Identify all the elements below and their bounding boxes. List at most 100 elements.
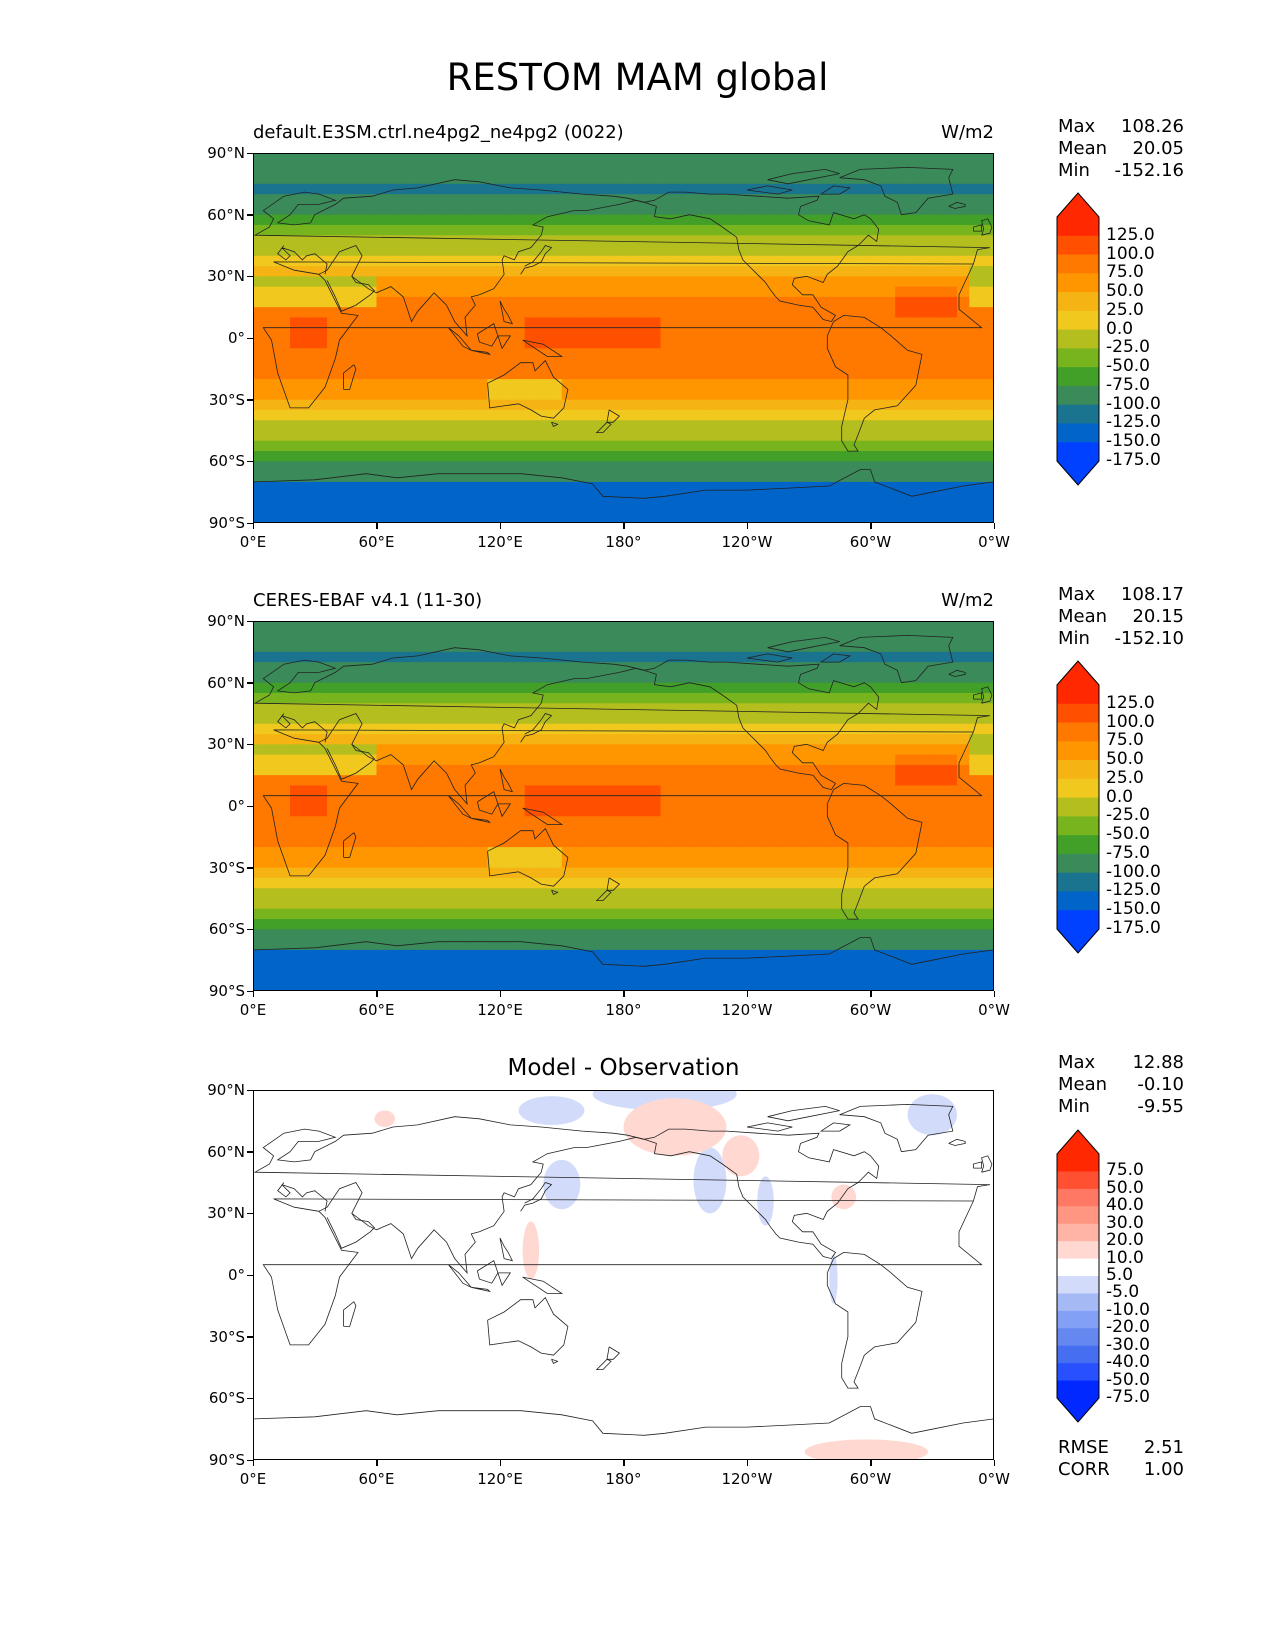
stat-label: Mean [1058, 1074, 1108, 1095]
lat-tick-label: 30°N [207, 1204, 245, 1223]
colorbar-tick-label: 125.0 [1106, 224, 1155, 245]
lat-tick-label: 90°N [207, 1081, 245, 1099]
panel-2-map [253, 621, 994, 991]
stat-label: Min [1058, 1096, 1090, 1117]
lat-tick-mark [247, 928, 253, 931]
lon-tick-label: 120°W [721, 1470, 773, 1488]
lon-tick-label: 60°W [849, 533, 892, 551]
panel-2-units: W/m2 [941, 590, 994, 611]
lat-tick-label: 30°S [208, 390, 245, 409]
stat-value: -9.55 [1137, 1096, 1184, 1117]
lon-tick-mark [623, 1460, 625, 1466]
lon-tick-label: 180° [605, 1001, 642, 1019]
lat-tick-label: 60°N [207, 673, 245, 692]
lon-tick-mark [746, 1460, 748, 1466]
colorbar-tick-label: -10.0 [1106, 1299, 1150, 1320]
lat-tick-mark [247, 275, 253, 278]
lat-tick-mark [247, 1212, 253, 1215]
stat-label: Max [1058, 1052, 1096, 1073]
lat-tick-label: 0° [227, 1266, 245, 1284]
lon-tick-mark [376, 523, 378, 529]
colorbar-tick-label: 10.0 [1106, 1247, 1144, 1268]
colorbar-tick-label: -20.0 [1106, 1317, 1150, 1338]
lon-tick-mark [252, 1460, 254, 1466]
lat-tick-mark [247, 620, 253, 622]
colorbar-tick-label: 50.0 [1106, 281, 1144, 302]
panel-3-map [253, 1090, 994, 1460]
lon-tick-mark [870, 991, 872, 997]
colorbar-tick-label: 50.0 [1106, 1177, 1144, 1198]
colorbar-tick-label: 125.0 [1106, 692, 1155, 713]
colorbar-tick-label: 25.0 [1106, 767, 1144, 788]
stat-label: CORR [1058, 1459, 1110, 1480]
lon-tick-label: 120°E [477, 1470, 523, 1488]
lon-tick-label: 60°W [849, 1001, 892, 1019]
colorbar-tick-label: 50.0 [1106, 749, 1144, 770]
lon-tick-label: 180° [605, 533, 642, 551]
lat-tick-label: 0° [227, 329, 245, 347]
lon-tick-mark [499, 991, 501, 997]
colorbar-tick-label: -25.0 [1106, 805, 1150, 826]
lat-tick-mark [247, 460, 253, 463]
lat-tick-mark [247, 805, 253, 807]
colorbar-tick-label: -75.0 [1106, 374, 1150, 395]
lon-tick-label: 0°W [978, 533, 1010, 551]
lat-tick-label: 60°N [207, 1142, 245, 1161]
lon-tick-label: 60°W [849, 1470, 892, 1488]
colorbar-tick-label: 30.0 [1106, 1212, 1144, 1233]
colorbar-tick-label: -150.0 [1106, 431, 1161, 452]
stat-value: 12.88 [1132, 1052, 1184, 1073]
lon-tick-label: 120°E [477, 533, 523, 551]
figure-title: RESTOM MAM global [446, 56, 829, 99]
panel-2-title: CERES-EBAF v4.1 (11-30) [253, 590, 483, 611]
colorbar-tick-label: -100.0 [1106, 393, 1161, 414]
lon-tick-label: 60°E [358, 1001, 395, 1019]
lat-tick-label: 30°N [207, 267, 245, 286]
lon-tick-mark [746, 991, 748, 997]
lon-tick-label: 180° [605, 1470, 642, 1488]
lat-tick-mark [247, 990, 253, 992]
stat-value: 20.15 [1132, 606, 1184, 627]
stat-value: 20.05 [1132, 138, 1184, 159]
colorbar-tick-label: -25.0 [1106, 337, 1150, 358]
lat-tick-mark [247, 1274, 253, 1276]
stat-value: 108.26 [1121, 116, 1184, 137]
stat-label: Min [1058, 160, 1090, 181]
lon-tick-label: 0°W [978, 1470, 1010, 1488]
colorbar-tick-label: -75.0 [1106, 1387, 1150, 1407]
colorbar-tick-label: 25.0 [1106, 299, 1144, 320]
lat-tick-label: 30°S [208, 858, 245, 877]
stat-label: Mean [1058, 138, 1108, 159]
lat-tick-mark [247, 1089, 253, 1091]
stat-label: RMSE [1058, 1437, 1109, 1458]
lat-tick-label: 60°S [208, 452, 245, 471]
lon-tick-mark [993, 523, 995, 529]
colorbar-tick-label: 5.0 [1106, 1265, 1134, 1285]
panel-3-title: Model - Observation [507, 1055, 740, 1081]
lat-tick-mark [247, 1336, 253, 1338]
stat-value: 1.00 [1143, 1459, 1184, 1480]
lat-tick-label: 0° [227, 797, 245, 815]
lon-tick-label: 0°E [239, 1001, 267, 1019]
panel-1-units: W/m2 [941, 122, 994, 143]
colorbar-tick-label: 0.0 [1106, 318, 1134, 339]
lat-tick-label: 90°S [208, 982, 245, 1000]
colorbar-tick-label: -30.0 [1106, 1334, 1150, 1355]
lat-tick-mark [247, 522, 253, 524]
stat-value: -0.10 [1137, 1074, 1184, 1095]
stat-label: Max [1058, 584, 1096, 605]
lon-tick-label: 60°E [358, 1470, 395, 1488]
stat-value: -152.10 [1114, 628, 1184, 649]
lon-tick-mark [623, 523, 625, 529]
lon-tick-label: 0°E [239, 1470, 267, 1488]
colorbar-tick-label: -5.0 [1106, 1282, 1140, 1303]
panel-2-stats: Max 108.17 Mean 20.15 Min -152.10 [1058, 584, 1184, 650]
lat-tick-label: 90°S [208, 514, 245, 532]
colorbar-tick-label: 75.0 [1106, 262, 1144, 283]
stat-label: Min [1058, 628, 1090, 649]
colorbar-tick-label: -75.0 [1106, 842, 1150, 863]
lon-tick-mark [499, 1460, 501, 1466]
lat-tick-mark [247, 337, 253, 339]
lon-tick-mark [499, 523, 501, 529]
colorbar-tick-label: -175.0 [1106, 918, 1161, 938]
